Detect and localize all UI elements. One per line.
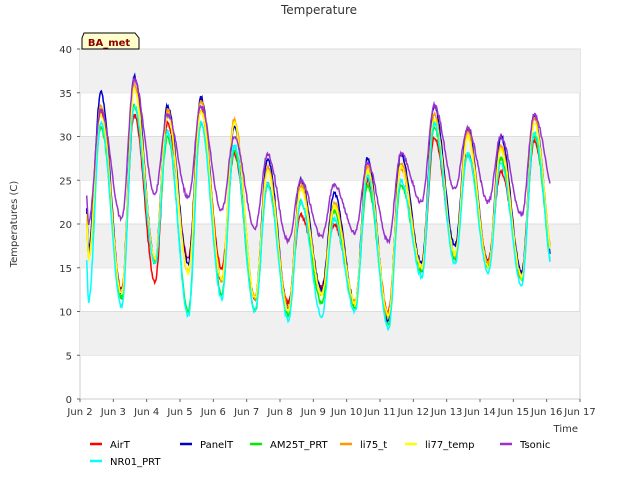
y-tick-label: 40 (59, 45, 72, 56)
x-axis-title: Time (553, 424, 578, 435)
x-tick-label: Jun 16 (530, 407, 563, 418)
x-tick-label: Jun 9 (300, 407, 326, 418)
y-tick-label: 30 (59, 133, 72, 144)
y-tick-label: 10 (59, 308, 72, 319)
x-tick-label: Jun 8 (266, 407, 292, 418)
x-axis-ticks: Jun 2 Jun 3 Jun 4 Jun 5 Jun 6 Jun 7 Jun 8 Jun 9… (66, 399, 596, 418)
x-tick-label: Jun 12 (397, 407, 430, 418)
legend-label: Tsonic (519, 440, 550, 451)
series-line-tsonic (85, 76, 551, 245)
series-lines (85, 72, 551, 331)
y-tick-label: 35 (59, 89, 72, 100)
legend-label: AirT (110, 440, 131, 451)
legend: AirT PanelT AM25T_PRT li75_t li77_temp Tsonic… (90, 440, 550, 468)
x-tick-label: Jun 3 (100, 407, 126, 418)
x-tick-label: Jun 13 (430, 407, 463, 418)
site-badge-label: BA_met (88, 38, 131, 49)
y-tick-label: 0 (66, 395, 72, 406)
series-line-nr01-prt (85, 104, 551, 331)
y-tick-label: 20 (59, 220, 72, 231)
x-tick-label: Jun 7 (233, 407, 259, 418)
series-line-li77-temp (85, 86, 551, 318)
x-tick-label: Jun 14 (463, 407, 496, 418)
grid-band (80, 311, 580, 356)
legend-label: li75_t (360, 440, 387, 451)
x-tick-label: Jun 6 (200, 407, 226, 418)
site-badge: BA_met (81, 32, 140, 50)
legend-label: AM25T_PRT (270, 440, 329, 451)
legend-label: NR01_PRT (110, 457, 161, 468)
legend-label: PanelT (200, 440, 234, 451)
x-tick-label: Jun 4 (133, 407, 159, 418)
legend-label: li77_temp (425, 440, 474, 451)
x-tick-label: Jun 11 (363, 407, 396, 418)
x-tick-label: Jun 2 (66, 407, 92, 418)
y-tick-label: 5 (66, 351, 72, 362)
y-tick-label: 25 (59, 176, 72, 187)
y-tick-label: 15 (59, 264, 72, 275)
x-tick-label: Jun 17 (563, 407, 596, 418)
y-axis-title: Temperatures (C) (9, 181, 20, 269)
grid-band (80, 49, 580, 93)
x-tick-label: Jun 15 (497, 407, 530, 418)
chart-title: Temperature (280, 3, 357, 17)
y-axis-ticks: 0 5 10 15 20 25 30 35 40 (59, 45, 80, 406)
x-tick-label: Jun 10 (330, 407, 363, 418)
x-tick-label: Jun 5 (166, 407, 192, 418)
